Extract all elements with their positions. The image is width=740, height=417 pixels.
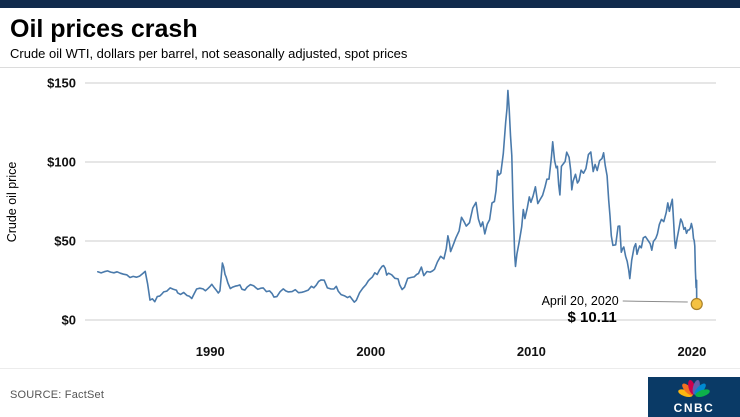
peacock-feather — [695, 389, 710, 398]
peacock-icon — [678, 379, 710, 398]
annotation-leader-line — [622, 300, 688, 303]
annotation-date: April 20, 2020 — [542, 294, 619, 308]
price-line — [97, 89, 698, 305]
footer: SOURCE: FactSet CNBC — [0, 368, 740, 417]
chart-svg: Crude oil price $0 $50 $100 $150 1990 2000 201… — [5, 76, 716, 359]
logo-background — [648, 377, 740, 417]
x-tick-label: 1990 — [196, 344, 225, 359]
chart-subtitle: Crude oil WTI, dollars per barrel, not s… — [10, 46, 408, 62]
x-tick-label: 2000 — [356, 344, 385, 359]
annotation-value: $ 10.11 — [568, 309, 617, 326]
y-tick-label: $50 — [54, 234, 76, 249]
chart-header: Oil prices crash Crude oil WTI, dollars … — [0, 8, 740, 68]
top-accent-bar — [0, 0, 740, 8]
cnbc-logo: CNBC — [648, 377, 740, 417]
y-tick-label: $150 — [47, 76, 76, 91]
endpoint-marker — [690, 297, 703, 311]
chart-area: Crude oil price $0 $50 $100 $150 1990 2000 201… — [0, 68, 740, 368]
x-tick-label: 2010 — [517, 344, 546, 359]
y-tick-label: $0 — [62, 313, 76, 328]
page-title: Oil prices crash — [10, 15, 198, 43]
y-axis-title: Crude oil price — [5, 162, 19, 243]
x-tick-label: 2020 — [677, 344, 706, 359]
cnbc-wordmark: CNBC — [674, 401, 715, 415]
y-tick-label: $100 — [47, 155, 76, 170]
source-label: SOURCE: FactSet — [10, 389, 105, 401]
